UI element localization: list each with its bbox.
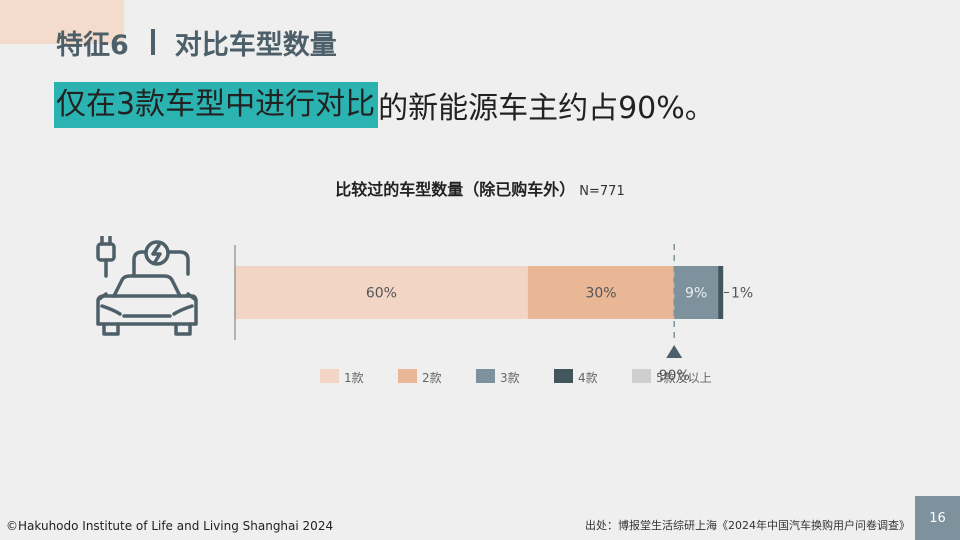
legend-swatch [398, 369, 417, 383]
headline-rest: 的新能源车主约占90%。 [378, 91, 715, 126]
corner-decoration [0, 0, 124, 44]
bar-segment [718, 266, 723, 319]
bar-labels: 60% 30% 9% 1% [366, 286, 753, 302]
marker-triangle [666, 345, 683, 358]
source-note: 出处：博报堂生活综研上海《2024年中国汽车换购用户问卷调查》 [585, 519, 910, 532]
headline: 仅在3款车型中进行对比 的新能源车主约占90%。 [54, 82, 715, 128]
section-title: 特征6 对比车型数量 [56, 22, 337, 62]
section-heading: 对比车型数量 [174, 29, 337, 61]
data-label: 1% [731, 286, 753, 302]
data-label: 30% [585, 286, 616, 302]
bar-segment [527, 266, 675, 319]
legend: 1款 2款 3款 4款 5款及以上 [320, 369, 712, 385]
sample-size: N=771 [579, 184, 625, 199]
legend-swatch [554, 369, 573, 383]
legend-label: 3款 [500, 371, 520, 385]
legend-label: 2款 [422, 371, 442, 385]
data-label: 9% [685, 286, 707, 302]
copyright: ©Hakuhodo Institute of Life and Living S… [6, 519, 334, 533]
legend-swatch [632, 369, 651, 383]
legend-swatch [320, 369, 339, 383]
legend-swatch [476, 369, 495, 383]
page-number: 16 [915, 496, 960, 540]
bar-segment [723, 266, 724, 319]
chart-title-row: 比较过的车型数量（除已购车外） N=771 [0, 176, 960, 200]
marker-label: 90% [659, 368, 690, 384]
bar-segment [674, 266, 719, 319]
title-separator [150, 29, 155, 55]
bar-segment [235, 266, 528, 319]
legend-label: 4款 [578, 371, 598, 385]
chart-title: 比较过的车型数量（除已购车外） [335, 180, 576, 199]
section-label: 特征6 [56, 29, 129, 61]
data-label: 60% [366, 286, 397, 302]
legend-label: 5款及以上 [656, 371, 712, 385]
legend-label: 1款 [344, 371, 364, 385]
bar-segments [235, 266, 724, 319]
headline-highlight: 仅在3款车型中进行对比 [54, 82, 379, 128]
electric-car-charging-icon [96, 236, 198, 336]
